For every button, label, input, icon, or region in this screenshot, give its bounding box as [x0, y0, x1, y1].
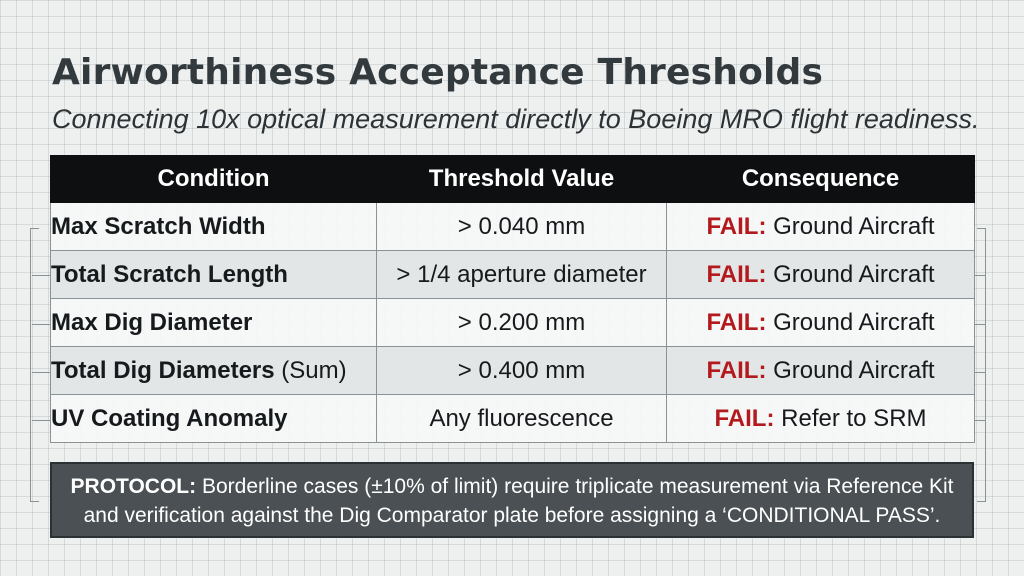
condition-cell: Max Dig Diameter [50, 298, 377, 347]
left-bracket-tick [32, 372, 50, 373]
right-bracket-line [977, 228, 986, 502]
fail-label: FAIL: [706, 212, 767, 240]
consequence-cell: FAIL: Refer to SRM [666, 394, 975, 443]
table-row: Total Scratch Length > 1/4 aperture diam… [50, 250, 975, 299]
consequence-action: Refer to SRM [781, 404, 927, 432]
left-bracket-tick [32, 420, 50, 421]
condition-label: Max Dig Diameter [51, 308, 253, 336]
condition-cell: Total Dig Diameters (Sum) [50, 346, 377, 395]
consequence-action: Ground Aircraft [773, 308, 935, 336]
table-row: Total Dig Diameters (Sum) > 0.400 mm FAI… [50, 346, 975, 395]
column-header-consequence: Consequence [666, 155, 975, 203]
right-bracket-tick [974, 275, 985, 276]
page-title: Airworthiness Acceptance Thresholds [52, 52, 824, 93]
consequence-cell: FAIL: Ground Aircraft [666, 346, 975, 395]
right-bracket-tick [974, 420, 985, 421]
fail-label: FAIL: [714, 404, 775, 432]
right-bracket-tick [974, 372, 985, 373]
threshold-cell: > 0.040 mm [376, 202, 667, 251]
protocol-text-line2: and verification against the Dig Compara… [83, 504, 941, 527]
condition-cell: Total Scratch Length [50, 250, 377, 299]
consequence-action: Ground Aircraft [773, 356, 935, 384]
protocol-note: PROTOCOL: Borderline cases (±10% of limi… [50, 462, 974, 538]
page-subtitle: Connecting 10x optical measurement direc… [52, 104, 980, 134]
column-header-condition: Condition [50, 155, 377, 203]
threshold-cell: > 0.400 mm [376, 346, 667, 395]
fail-label: FAIL: [706, 356, 767, 384]
condition-qualifier: (Sum) [281, 356, 347, 384]
column-header-threshold: Threshold Value [376, 155, 667, 203]
left-bracket-tick [32, 275, 50, 276]
fail-label: FAIL: [706, 308, 767, 336]
fail-label: FAIL: [706, 260, 767, 288]
consequence-action: Ground Aircraft [773, 212, 935, 240]
thresholds-table: Condition Threshold Value Consequence Ma… [50, 155, 975, 443]
left-bracket-tick [32, 324, 50, 325]
table-row: Max Dig Diameter > 0.200 mm FAIL: Ground… [50, 298, 975, 347]
condition-label: Total Scratch Length [51, 260, 288, 288]
consequence-cell: FAIL: Ground Aircraft [666, 250, 975, 299]
right-bracket-tick [974, 324, 985, 325]
condition-label: Total Dig Diameters [51, 356, 275, 384]
condition-label: UV Coating Anomaly [51, 404, 288, 432]
condition-cell: UV Coating Anomaly [50, 394, 377, 443]
consequence-action: Ground Aircraft [773, 260, 935, 288]
condition-label: Max Scratch Width [51, 212, 266, 240]
consequence-cell: FAIL: Ground Aircraft [666, 202, 975, 251]
threshold-cell: > 1/4 aperture diameter [376, 250, 667, 299]
table-row: UV Coating Anomaly Any fluorescence FAIL… [50, 394, 975, 443]
table-header-row: Condition Threshold Value Consequence [50, 155, 975, 203]
condition-cell: Max Scratch Width [50, 202, 377, 251]
protocol-text-line1: Borderline cases (±10% of limit) require… [201, 475, 954, 498]
table-row: Max Scratch Width > 0.040 mm FAIL: Groun… [50, 202, 975, 251]
protocol-label: PROTOCOL: [70, 475, 197, 498]
threshold-cell: > 0.200 mm [376, 298, 667, 347]
left-bracket-line [30, 228, 39, 502]
consequence-cell: FAIL: Ground Aircraft [666, 298, 975, 347]
threshold-cell: Any fluorescence [376, 394, 667, 443]
